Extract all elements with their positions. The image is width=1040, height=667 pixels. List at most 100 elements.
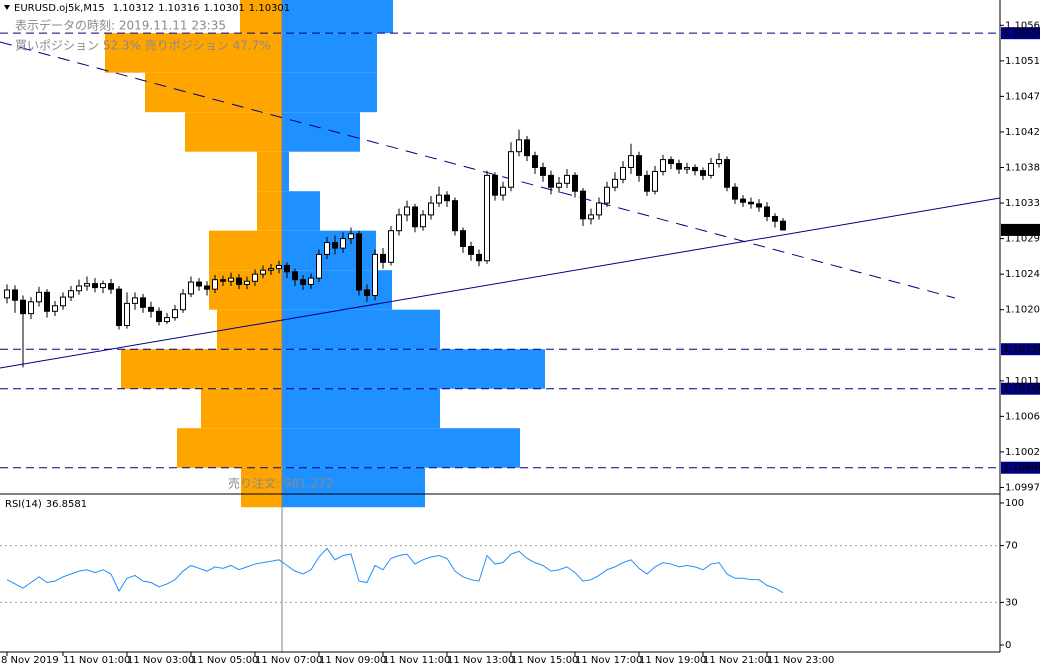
y-tick-label: 1.09975 [1005,482,1040,493]
trend-line [0,197,1001,369]
candle-body [676,163,682,170]
candle-body [196,281,202,287]
candle-body [452,200,458,232]
candle-body [764,206,770,217]
candle-body [300,279,306,285]
candle-body [60,296,66,307]
candle-body [556,182,562,188]
x-tick-label: 11 Nov 21:00 [703,655,770,666]
price-line-tag [1001,461,1040,474]
candle-body [100,283,106,289]
candle-body [68,290,74,298]
candle-body [364,289,370,296]
candle-body [572,174,578,192]
candle-body [604,186,610,204]
candle-body [596,202,602,216]
candle-body [644,174,650,192]
buy-bar [177,428,282,468]
buy-bar [105,33,282,73]
candle-body [660,159,666,172]
candle-body [460,230,466,247]
candle-body [116,288,122,327]
x-tick-label: 11 Nov 01:00 [63,655,130,666]
current-price-tag [1001,223,1040,236]
price-line-tag [1001,27,1040,40]
candle-body [444,194,450,202]
y-tick-label: 1.10110 [1005,376,1040,387]
x-tick-label: 11 Nov 09:00 [319,655,386,666]
buy-bar [201,388,282,429]
candle-body [436,194,442,204]
candle-body [388,230,394,263]
candle-body [692,166,698,172]
buy-bar [257,151,282,192]
candle-body [204,285,210,290]
sell-bar [282,309,440,350]
sell-bar [282,112,360,152]
candle-body [484,174,490,262]
candle-body [732,186,738,200]
candle-body [516,139,522,153]
candle-body [324,242,330,255]
x-tick-label: 11 Nov 11:00 [383,655,450,666]
rsi-tick-label: 30 [1005,597,1018,608]
rsi-tick-label: 0 [1005,640,1011,651]
candle-body [620,166,626,180]
x-tick-label: 11 Nov 07:00 [255,655,322,666]
candle-body [508,151,514,188]
candle-body [260,269,266,275]
candle-body [12,289,18,301]
x-tick-label: 11 Nov 13:00 [447,655,514,666]
candle-body [132,297,138,304]
rsi-value: 36.8581 [46,499,87,510]
candle-body [772,215,778,222]
candle-body [684,166,690,170]
price-line-label: 1.10150 [1003,344,1040,355]
buy-bar [121,349,282,389]
symbol: EURUSD.oj5k,M15 [14,3,105,14]
candle-body [220,279,226,282]
x-tick-label: 11 Nov 23:00 [767,655,834,666]
candle-body [156,310,162,323]
buy-bar [145,72,282,113]
candle-body [180,293,186,311]
candle-body [52,305,58,312]
candle-body [308,277,314,285]
y-tick-label: 1.10560 [1005,20,1040,31]
candle-body [124,302,130,327]
y-tick-label: 1.10470 [1005,91,1040,102]
candle-body [188,281,194,295]
buy-bar [209,270,282,310]
rsi-tick-label: 100 [1005,498,1024,509]
axes: 1.10550 1.10150 1.10100 1.10000 1.10560 1.105… [1,20,1040,666]
sell-bar [282,349,545,389]
candle-body [332,242,338,249]
sell-bar [282,0,393,34]
buy-bar [257,191,282,231]
price-line-label: 1.10550 [1003,28,1040,39]
rsi-tick-label: 70 [1005,541,1018,552]
candle-body [380,253,386,263]
candle-body [36,291,42,303]
candles [4,129,786,368]
candle-body [420,214,426,228]
rsi-panel [0,545,1000,603]
y-tick-label: 1.10335 [1005,198,1040,209]
buy-bar [209,230,282,271]
candle-body [316,253,322,279]
header-low: 1.10301 [203,3,244,14]
rsi-title: RSI(14) [5,499,42,510]
candle-body [468,246,474,255]
candle-body [628,155,634,168]
candle-body [700,170,706,176]
buy-bar [240,0,282,34]
candle-body [780,220,786,231]
sell-bar [282,428,520,468]
candle-body [428,202,434,216]
buy-bar [241,467,282,508]
sell-bar [282,388,440,429]
candle-body [500,186,506,196]
chart-header: EURUSD.oj5k,M15 1.10312 1.10316 1.10301 1.10… [14,3,290,14]
menu-arrow[interactable] [4,5,10,10]
candle-body [412,206,418,228]
